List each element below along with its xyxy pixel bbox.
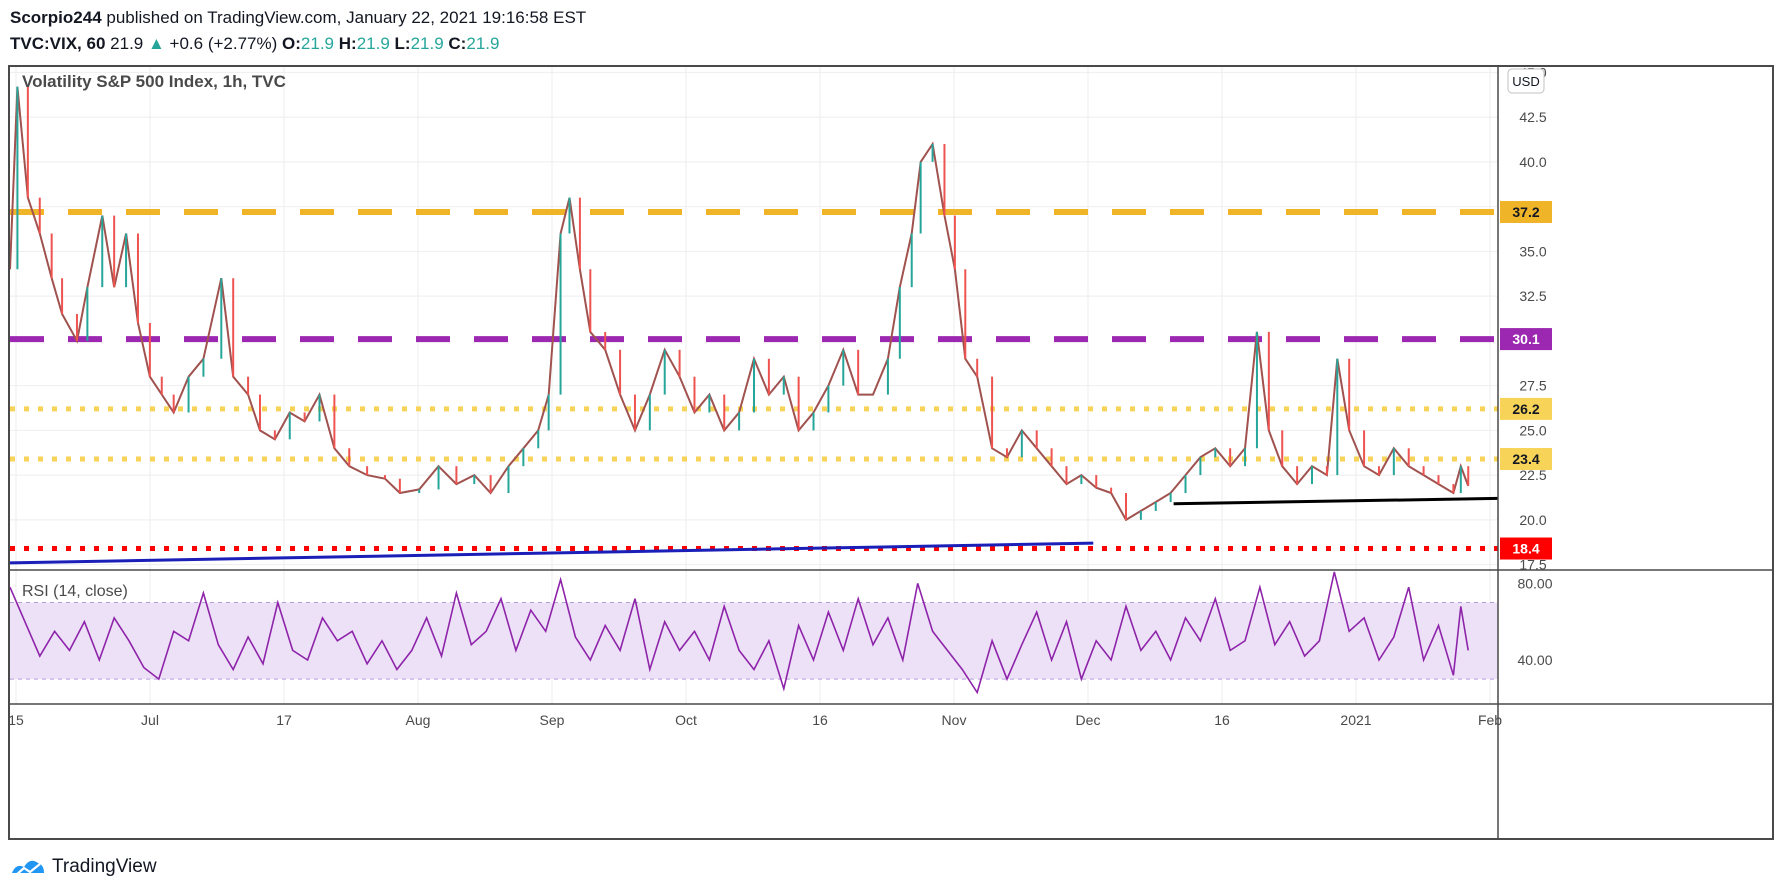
- price-tick-label: 32.5: [1519, 288, 1546, 304]
- rsi-axis-ticks[interactable]: 80.00 40.00: [1517, 575, 1552, 668]
- level-label: 37.2: [1500, 200, 1552, 223]
- rsi-band-fill: [10, 602, 1498, 680]
- currency-label: USD: [1512, 74, 1539, 89]
- open-value: 21.9: [300, 34, 335, 53]
- level-label-bg: [1500, 397, 1552, 420]
- author-name[interactable]: Scorpio244: [10, 8, 102, 27]
- symbol-label: TVC:VIX, 60: [10, 34, 106, 53]
- tradingview-brand[interactable]: TradingView: [52, 856, 157, 877]
- tradingview-logo-icon[interactable]: [10, 855, 46, 879]
- close-value: 21.9: [466, 34, 500, 53]
- rsi-legend: RSI (14, close): [22, 583, 128, 600]
- level-label: 23.4: [1500, 448, 1552, 471]
- last-price: 21.9: [110, 34, 144, 53]
- level-label: 26.2: [1500, 397, 1552, 420]
- rsi-line: [9, 571, 1469, 695]
- price-tick-label: 35.0: [1519, 243, 1546, 259]
- time-tick-label: 16: [1214, 712, 1230, 728]
- chart-canvas[interactable]: 45.042.540.037.535.032.527.525.022.520.0…: [8, 64, 1772, 838]
- trendlines: [9, 496, 1499, 565]
- time-tick-label: Feb: [1478, 712, 1502, 728]
- trendline[interactable]: [1173, 496, 1499, 506]
- time-tick-label: Oct: [675, 712, 697, 728]
- level-label: 30.1: [1500, 328, 1552, 351]
- time-axis-ticks[interactable]: 15 Jul 17 Aug Sep Oct 16 Nov Dec 16 2021 Feb: [8, 712, 1502, 728]
- level-label-bg: [1500, 537, 1552, 560]
- level-label-bg: [1500, 200, 1552, 223]
- price-series: [9, 86, 1470, 522]
- level-label-text: 26.2: [1512, 401, 1539, 417]
- price-tick-label: 20.0: [1519, 512, 1546, 528]
- time-tick-label: Aug: [406, 712, 431, 728]
- rsi-tick-label: 40.00: [1517, 652, 1552, 668]
- time-tick-label: 15: [10, 712, 24, 728]
- publish-line: Scorpio244 published on TradingView.com,…: [10, 8, 586, 28]
- high-label: H:: [338, 34, 357, 53]
- chart-legend: Volatility S&P 500 Index, 1h, TVC: [22, 72, 286, 91]
- high-value: 21.9: [356, 34, 390, 53]
- level-label-text: 30.1: [1512, 331, 1539, 347]
- price-tick-label: 42.5: [1519, 109, 1546, 125]
- price-tick-label: 22.5: [1519, 467, 1546, 483]
- price-tick-label: 27.5: [1519, 378, 1546, 394]
- level-labels: 37.2 30.1 26.2 23.4 18.4: [1500, 200, 1552, 560]
- level-label-bg: [1500, 328, 1552, 351]
- time-tick-label: 17: [276, 712, 292, 728]
- open-label: O:: [282, 34, 301, 53]
- price-axis-ticks[interactable]: 45.042.540.037.535.032.527.525.022.520.0…: [1519, 64, 1546, 573]
- level-label-text: 37.2: [1512, 204, 1539, 220]
- level-label-text: 18.4: [1512, 541, 1539, 557]
- axes: [10, 67, 1772, 838]
- low-value: 21.9: [410, 34, 444, 53]
- close-label: C:: [448, 34, 467, 53]
- price-change: +0.6 (+2.77%): [169, 34, 278, 53]
- rsi-tick-label: 80.00: [1517, 575, 1552, 591]
- price-line: [9, 86, 1470, 522]
- chart-header: Scorpio244 published on TradingView.com,…: [10, 6, 1770, 56]
- rsi-band: [10, 602, 1498, 680]
- currency-button[interactable]: USD: [1507, 68, 1545, 94]
- level-label-bg: [1500, 448, 1552, 471]
- price-tick-label: 17.5: [1519, 557, 1546, 573]
- published-text: published on TradingView.com, January 22…: [106, 8, 587, 27]
- footer: TradingView: [10, 852, 157, 882]
- up-arrow-icon: ▲: [147, 34, 165, 53]
- time-tick-label: Jul: [141, 712, 159, 728]
- chart-frame: 45.042.540.037.535.032.527.525.022.520.0…: [8, 64, 1774, 840]
- rsi-series: [9, 571, 1469, 695]
- price-tick-label: 40.0: [1519, 154, 1546, 170]
- level-label: 18.4: [1500, 537, 1552, 560]
- time-tick-label: Sep: [540, 712, 565, 728]
- grid-lines: [10, 67, 1498, 704]
- ohlc-line: TVC:VIX, 60 21.9 ▲ +0.6 (+2.77%) O:21.9 …: [10, 34, 499, 54]
- trendline[interactable]: [9, 541, 1094, 565]
- time-tick-label: Nov: [942, 712, 967, 728]
- level-label-text: 23.4: [1512, 451, 1539, 467]
- low-label: L:: [394, 34, 411, 53]
- time-tick-label: 2021: [1340, 712, 1371, 728]
- time-tick-label: Dec: [1076, 712, 1101, 728]
- time-tick-label: 16: [812, 712, 828, 728]
- price-tick-label: 25.0: [1519, 422, 1546, 438]
